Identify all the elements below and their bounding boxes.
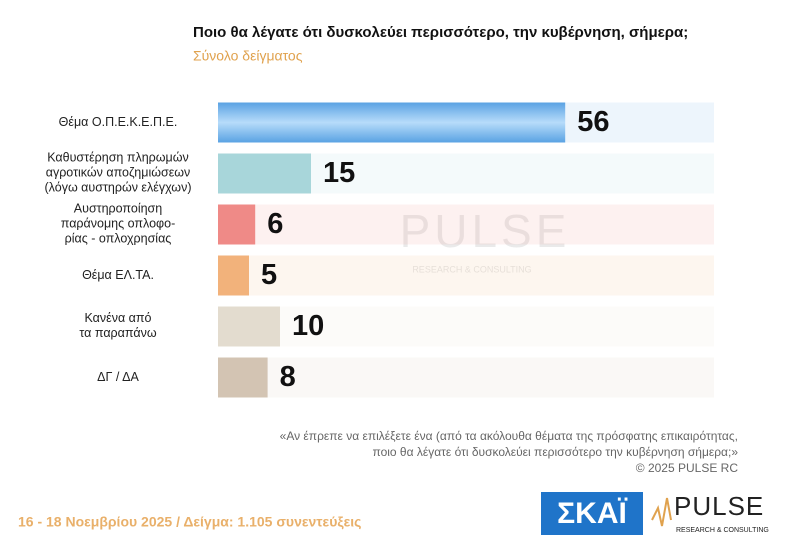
row-band xyxy=(218,357,714,398)
bar xyxy=(218,306,280,347)
category-label: Θέμα ΕΛ.ΤΑ. xyxy=(82,268,154,282)
row-band xyxy=(218,204,714,245)
value-label: 15 xyxy=(323,157,355,189)
skai-logo-box xyxy=(541,492,643,535)
pulse-logo: PULSE xyxy=(674,491,764,521)
footer: 16 - 18 Νοεμβρίου 2025 / Δείγμα: 1.105 σ… xyxy=(18,514,361,530)
chart-subtitle: Σύνολο δείγματος xyxy=(193,48,303,64)
bar xyxy=(218,255,249,296)
bar xyxy=(218,153,311,194)
value-label: 8 xyxy=(280,361,296,393)
category-label: Αυστηροποίηση παράνομης οπλοφο-ρίας - οπλ… xyxy=(61,202,176,246)
footnote: «Αν έπρεπε να επιλέξετε ένα (από τα ακόλ… xyxy=(280,429,738,443)
bar xyxy=(218,357,268,398)
bar xyxy=(218,102,566,143)
bar xyxy=(218,204,256,245)
value-label: 10 xyxy=(292,310,324,342)
row-band xyxy=(218,255,714,296)
value-label: 56 xyxy=(577,106,609,138)
footnote: ποιο θα λέγατε ότι δυσκολεύει περισσότερ… xyxy=(372,445,738,459)
footnote: © 2025 PULSE RC xyxy=(636,461,739,475)
category-label: Καθυστέρηση πληρωμών αγροτικών αποζημιώσε… xyxy=(45,151,192,195)
watermark-subtitle: RESEARCH & CONSULTING xyxy=(412,264,531,274)
chart-title: Ποιο θα λέγατε ότι δυσκολεύει περισσότερ… xyxy=(193,24,688,41)
pulse-logo-sub: RESEARCH & CONSULTING xyxy=(676,527,769,534)
value-label: 6 xyxy=(267,208,283,240)
value-label: 5 xyxy=(261,259,277,291)
category-label: Θέμα Ο.Π.Ε.Κ.Ε.Π.Ε. xyxy=(59,115,178,129)
skai-logo: ΣΚΑΪ xyxy=(557,497,627,530)
pulse-logo-icon xyxy=(651,497,672,527)
row-band xyxy=(218,306,714,347)
watermark-title: PULSE xyxy=(400,205,571,257)
category-label: Κανένα από τα παραπάνω xyxy=(79,311,156,340)
category-label: ΔΓ / ΔΑ xyxy=(97,370,139,384)
